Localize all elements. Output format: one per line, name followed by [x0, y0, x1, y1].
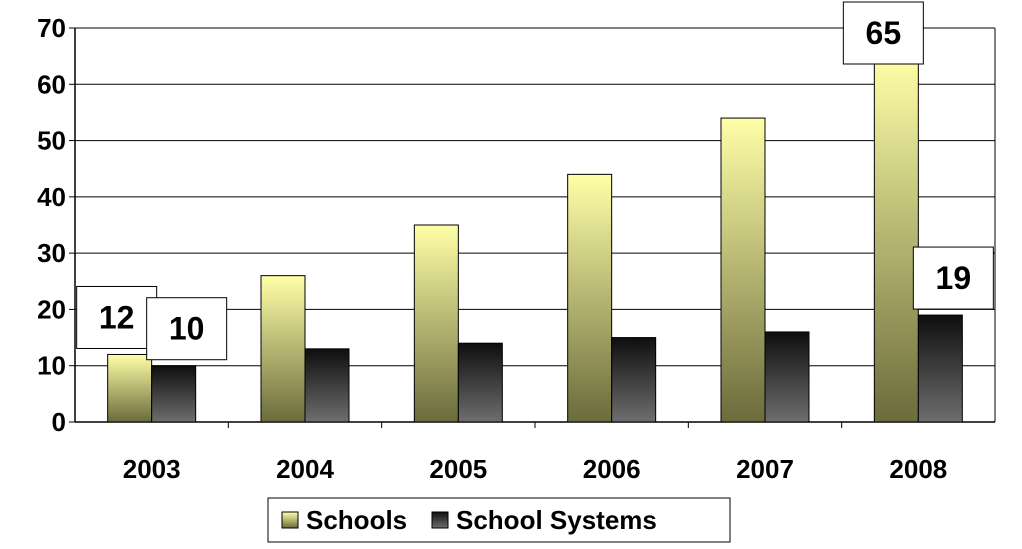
data-label-box: [146, 297, 228, 361]
data-label-2008-schools: 65: [866, 15, 902, 51]
axes: 0 10 20 30 40 50 60 70 2003 2004 2005 2006 2007 2008: [37, 13, 996, 484]
gridlines: [75, 27, 995, 367]
bar-school-systems-2007: [764, 331, 810, 423]
legend: Schools School Systems: [267, 497, 731, 543]
y-tick-label: 60: [37, 69, 66, 99]
bar-school-systems-2004: [304, 348, 350, 423]
data-label-2008-systems: 19: [936, 260, 972, 296]
y-tick-label: 70: [37, 13, 66, 43]
bar-school-systems-2008: [917, 314, 963, 423]
x-tick-label: 2005: [429, 454, 487, 484]
legend-swatch-school-systems: [431, 511, 449, 529]
bar-schools-2006: [567, 173, 613, 423]
y-tick-label: 30: [37, 238, 66, 268]
x-tick-label: 2008: [889, 454, 947, 484]
bar-school-systems-2003: [151, 365, 197, 423]
y-tick-label: 40: [37, 182, 66, 212]
bar-schools-2004: [260, 275, 306, 423]
bar-schools-2008: [873, 55, 919, 423]
data-label-2003-schools: 12: [99, 299, 135, 335]
bars: [107, 55, 963, 423]
y-tick-label: 10: [37, 351, 66, 381]
data-label-box: [842, 1, 924, 65]
legend-box: [267, 497, 731, 543]
x-tick-label: 2006: [583, 454, 641, 484]
y-tick-label: 50: [37, 126, 66, 156]
bar-schools-2007: [720, 117, 766, 423]
legend-label-schools: Schools: [306, 505, 407, 535]
y-tick-label: 20: [37, 294, 66, 324]
data-labels: 12 10 65 19: [76, 1, 994, 361]
data-label-2003-systems: 10: [169, 311, 205, 347]
legend-swatch-schools: [281, 511, 299, 529]
bar-school-systems-2006: [611, 337, 657, 423]
bar-school-systems-2005: [457, 342, 503, 423]
y-tick-label: 0: [52, 407, 66, 437]
data-label-box: [76, 285, 158, 349]
x-tick-label: 2007: [736, 454, 794, 484]
legend-label-school-systems: School Systems: [456, 505, 657, 535]
bar-schools-2005: [413, 224, 459, 423]
data-label-box: [912, 246, 994, 310]
bar-schools-2003: [107, 353, 153, 423]
x-tick-label: 2003: [123, 454, 181, 484]
x-tick-label: 2004: [276, 454, 334, 484]
